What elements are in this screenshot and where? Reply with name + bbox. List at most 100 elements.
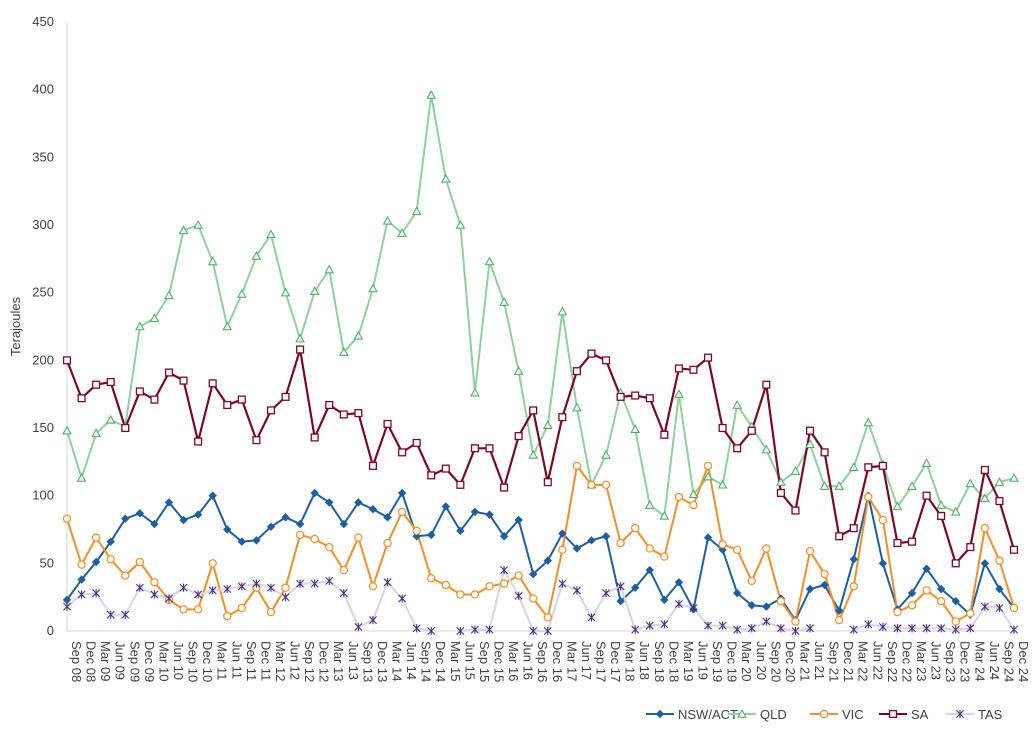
data-point <box>309 286 320 296</box>
data-point <box>733 625 742 634</box>
data-point <box>91 428 101 438</box>
x-tick-label: Sep 24 <box>1001 641 1016 682</box>
data-point <box>995 603 1004 613</box>
data-point <box>208 586 217 595</box>
data-point <box>456 526 465 536</box>
data-point <box>237 582 246 591</box>
data-point <box>922 624 931 633</box>
x-tick-label: Dec 19 <box>725 641 740 682</box>
data-point <box>558 529 567 538</box>
data-point <box>835 532 844 541</box>
data-point <box>878 461 887 470</box>
data-point <box>295 333 305 343</box>
data-point <box>965 478 976 488</box>
x-tick-label: Mar 23 <box>914 641 929 681</box>
data-point <box>921 458 932 467</box>
data-point <box>762 380 771 389</box>
data-point <box>194 437 203 446</box>
data-point <box>776 624 785 633</box>
x-tick-label: Jun 22 <box>870 641 885 680</box>
data-point <box>688 489 699 499</box>
data-point <box>747 426 756 435</box>
data-point <box>383 578 392 587</box>
y-tick-label: 250 <box>32 285 54 300</box>
data-point <box>601 532 611 541</box>
data-point <box>848 462 859 471</box>
plot-markers <box>62 90 1019 636</box>
x-tick-label: Sep 11 <box>244 641 259 681</box>
x-tick-label: Mar 11 <box>215 641 230 681</box>
data-point <box>936 597 946 606</box>
data-point <box>820 569 829 579</box>
data-point <box>1009 473 1019 482</box>
data-point <box>91 533 101 542</box>
data-point <box>805 546 815 556</box>
data-point <box>732 399 743 409</box>
data-point <box>718 540 727 549</box>
x-tick-label: Sep 12 <box>302 641 317 682</box>
data-point <box>922 491 931 500</box>
x-tick-label: Dec 21 <box>841 641 856 682</box>
legend-label: SA <box>911 707 929 722</box>
data-point <box>237 603 247 613</box>
series-markers-sa <box>62 345 1019 568</box>
x-tick-label: Dec 22 <box>899 641 914 682</box>
data-point <box>529 569 538 579</box>
data-point <box>353 330 364 340</box>
data-point <box>572 367 581 376</box>
data-point <box>325 576 334 586</box>
data-point <box>936 500 947 509</box>
data-point <box>849 555 858 564</box>
data-point <box>980 602 989 611</box>
data-point <box>834 615 844 625</box>
data-point <box>500 566 509 575</box>
data-point <box>980 465 989 475</box>
data-point <box>266 229 276 239</box>
x-tick-label: Mar 09 <box>98 641 113 681</box>
data-point <box>878 515 888 525</box>
data-point <box>382 215 393 225</box>
data-point <box>427 574 436 583</box>
x-tick-label: Jun 16 <box>521 641 536 680</box>
data-point <box>121 571 130 580</box>
data-point <box>164 368 174 377</box>
data-point <box>762 602 771 611</box>
data-point <box>178 225 189 235</box>
x-tick-label: Jun 21 <box>812 641 827 680</box>
data-point <box>791 506 800 515</box>
data-point <box>121 423 130 433</box>
data-point <box>907 588 917 598</box>
x-tick-label: Jun 17 <box>579 641 594 680</box>
data-point <box>1009 603 1019 613</box>
data-point <box>806 624 815 633</box>
data-point <box>62 514 72 523</box>
data-point <box>339 410 348 419</box>
x-tick-label: Dec 24 <box>1016 641 1031 682</box>
x-tick-label: Mar 24 <box>972 641 987 681</box>
data-point <box>893 538 902 548</box>
data-point <box>747 624 756 633</box>
y-tick-label: 100 <box>32 488 54 503</box>
y-axis-label: Terajoules <box>8 296 23 356</box>
data-point <box>92 589 101 598</box>
data-point <box>995 497 1004 506</box>
data-point <box>397 488 407 498</box>
data-point <box>950 506 961 516</box>
data-point <box>674 389 684 398</box>
x-tick-label: Sep 19 <box>710 641 725 682</box>
x-tick-label: Dec 13 <box>375 641 390 682</box>
x-tick-label: Jun 23 <box>929 641 944 680</box>
data-point <box>368 461 378 470</box>
data-point <box>135 557 145 567</box>
data-point <box>660 430 669 439</box>
data-point <box>441 580 450 590</box>
data-point <box>135 583 144 592</box>
data-point <box>737 708 747 718</box>
data-point <box>77 560 86 569</box>
data-point <box>121 514 130 523</box>
data-point <box>397 507 407 517</box>
data-point <box>645 544 654 553</box>
x-tick-label: Sep 17 <box>593 641 608 682</box>
x-tick-label: Sep 14 <box>419 641 434 682</box>
